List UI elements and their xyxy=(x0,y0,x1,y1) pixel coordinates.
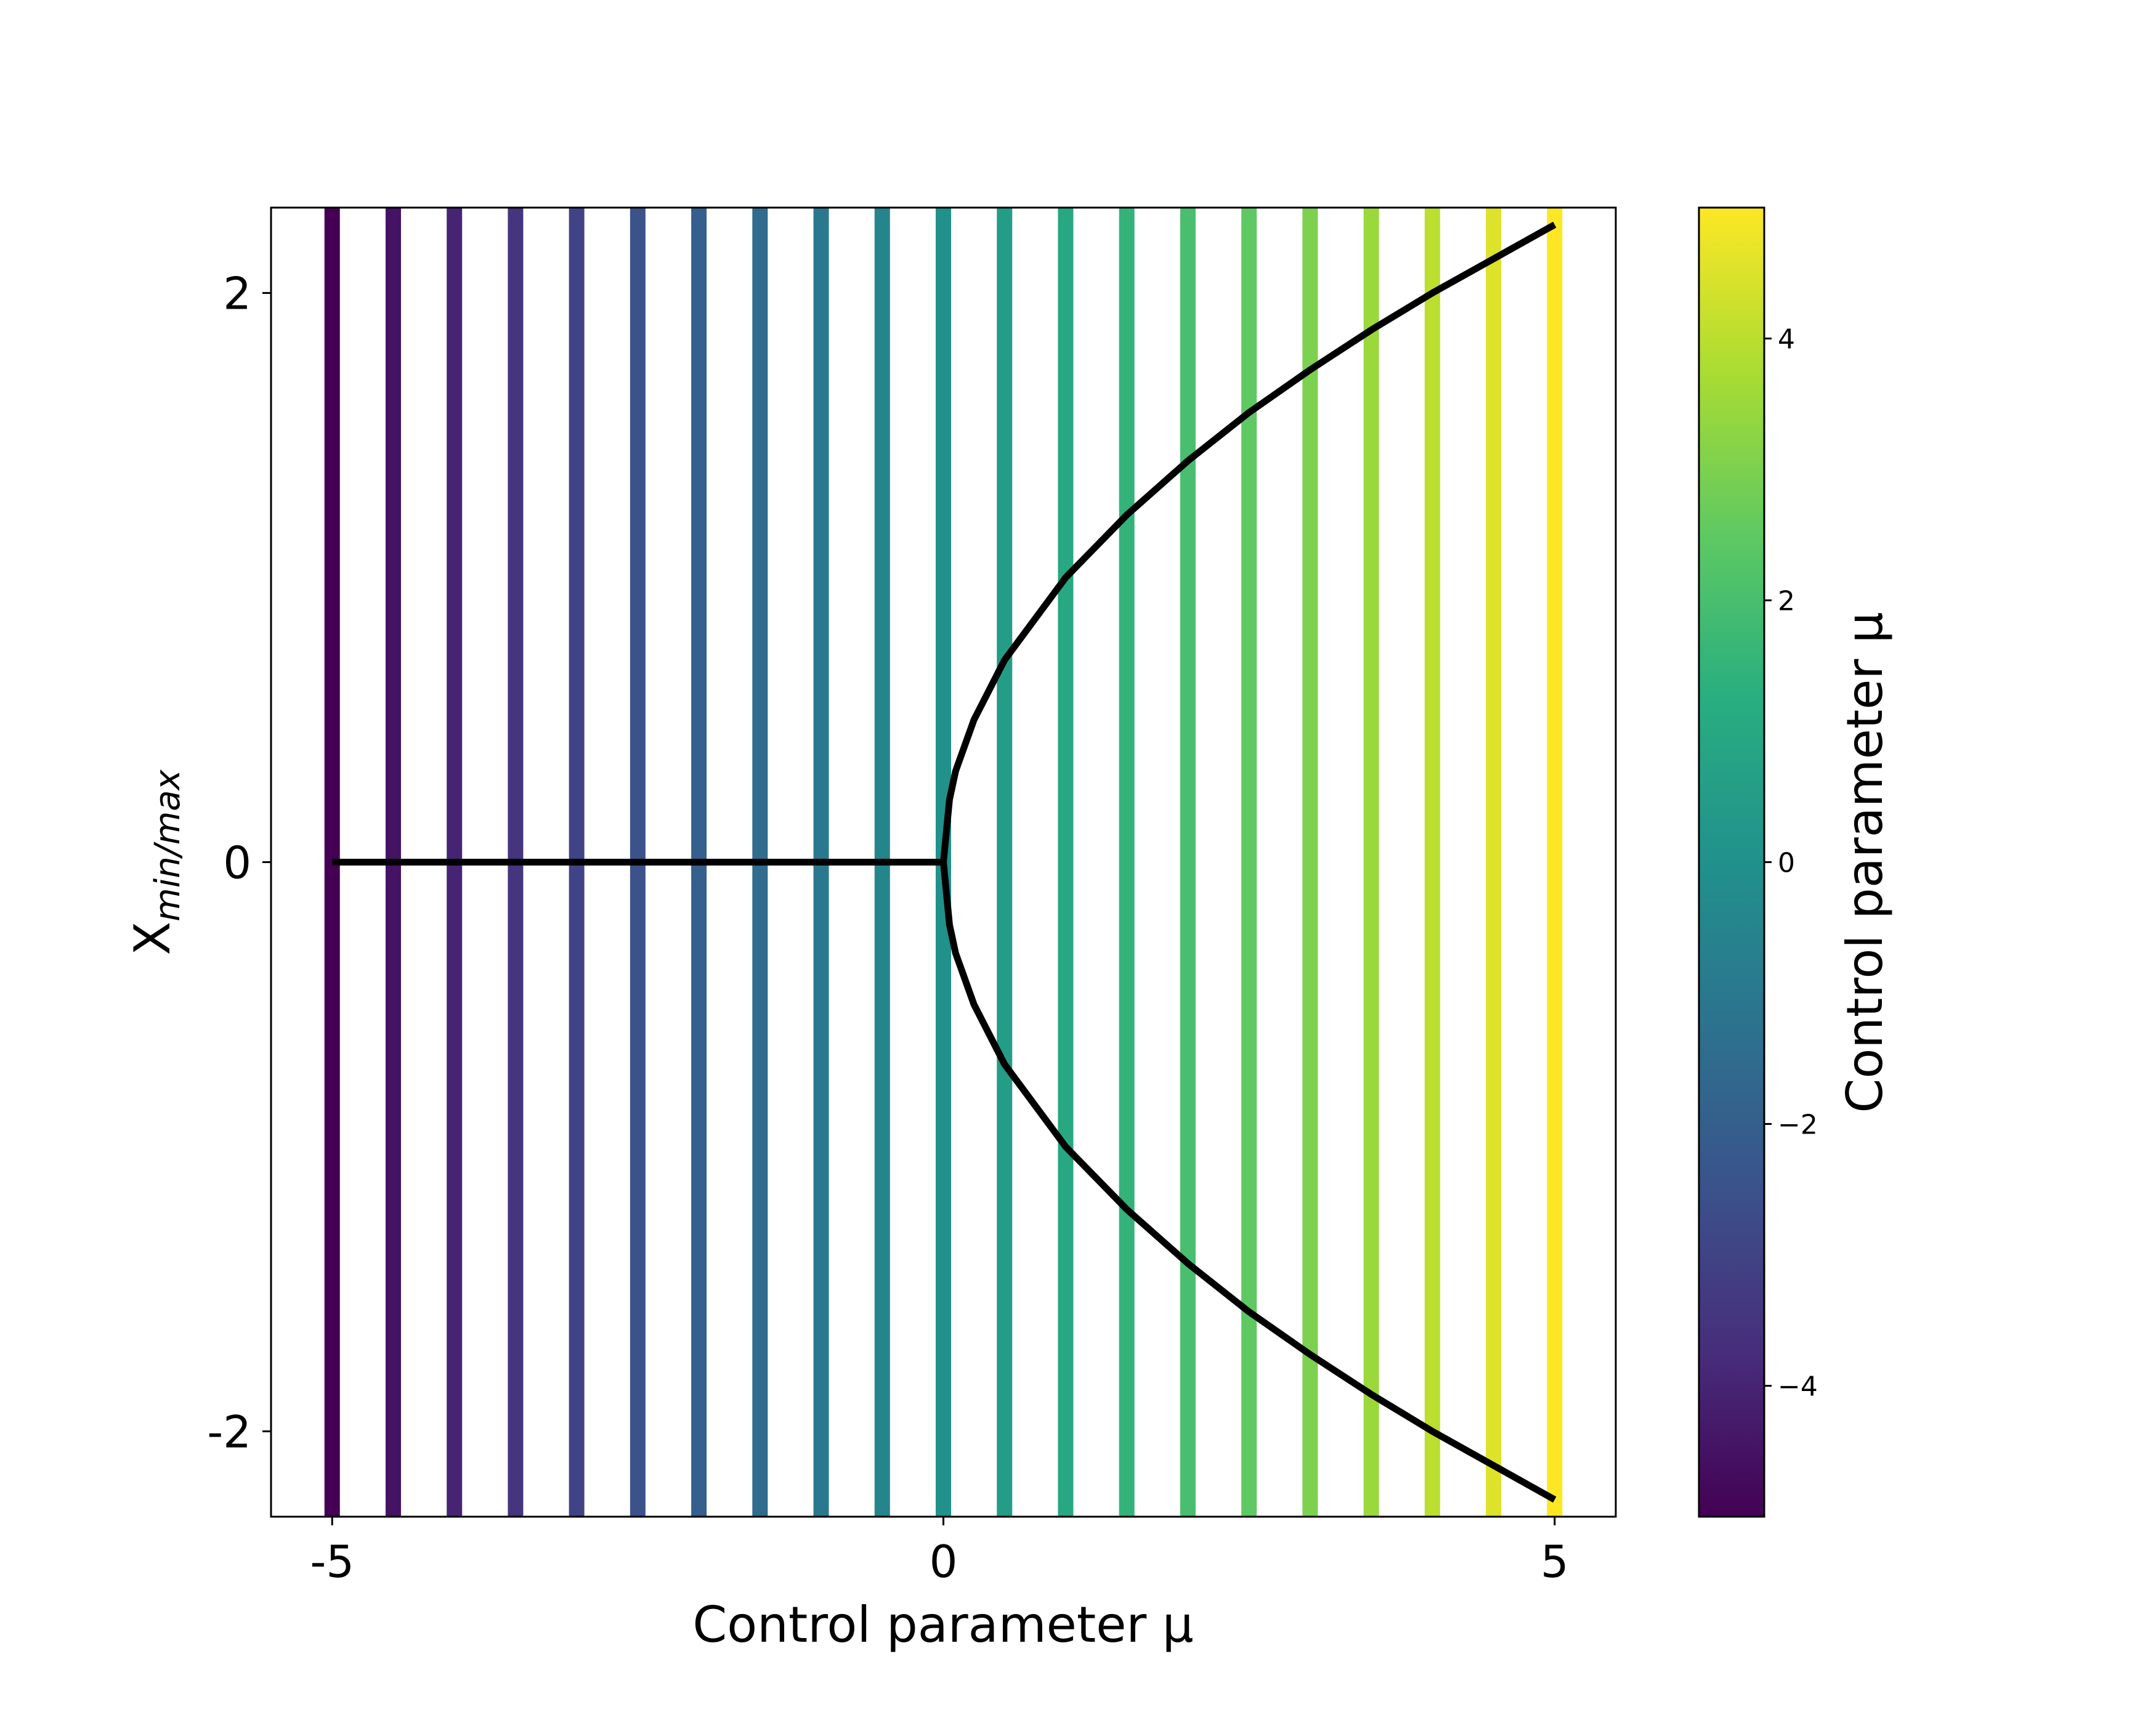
bifurcation-branch xyxy=(940,221,1557,863)
y-tick-label: 0 xyxy=(223,837,251,889)
colorbar-tick-label: −2 xyxy=(1778,1109,1818,1141)
colorbar xyxy=(1698,206,1765,1518)
colorbar-tick-label: −4 xyxy=(1778,1371,1818,1403)
x-axis-label: Control parameter μ xyxy=(692,1596,1193,1653)
colorbar-tick-label: 0 xyxy=(1778,848,1795,879)
colorbar-label: Control parameter μ xyxy=(1836,612,1894,1113)
x-tick-label: -5 xyxy=(310,1536,354,1588)
x-tick-label: 0 xyxy=(930,1536,958,1588)
x-tick-label: 5 xyxy=(1541,1536,1569,1588)
bifurcation-branch xyxy=(940,861,1557,1503)
y-tick-label: 2 xyxy=(223,268,251,320)
y-tick-label: -2 xyxy=(207,1406,251,1458)
y-axis-label: Xmin/max xyxy=(124,769,188,955)
colorbar-tick-label: 2 xyxy=(1778,586,1795,617)
colorbar-tick-label: 4 xyxy=(1778,324,1795,355)
